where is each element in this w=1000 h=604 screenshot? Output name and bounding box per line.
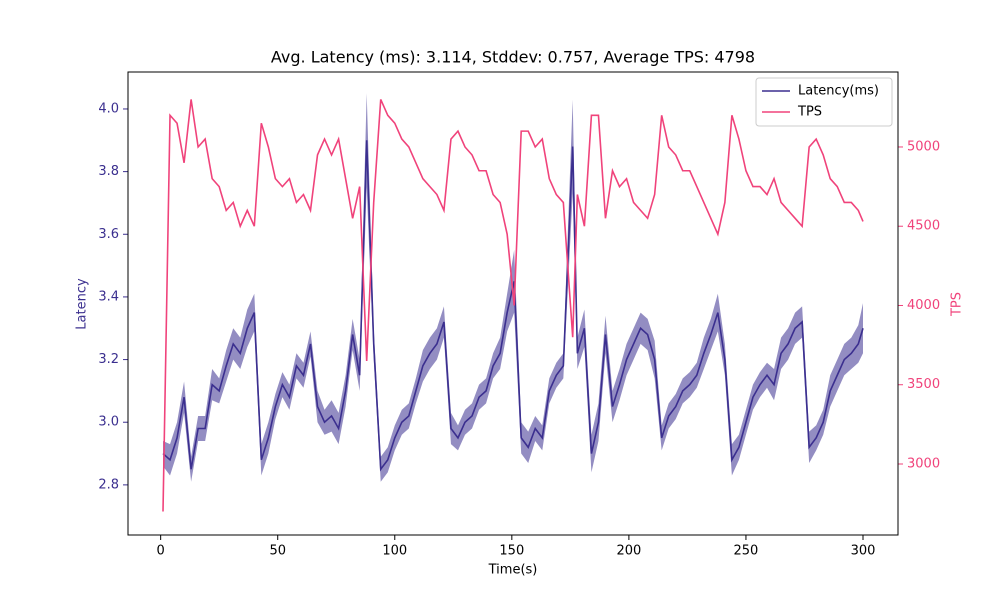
x-tick-label: 100 (382, 544, 407, 559)
x-tick-label: 50 (269, 544, 286, 559)
plot-frame (127, 71, 899, 536)
chart-title: Avg. Latency (ms): 3.114, Stddev: 0.757,… (271, 48, 755, 67)
y-tick-label: 3.6 (98, 227, 119, 242)
legend-label: TPS (797, 105, 822, 120)
legend-label: Latency(ms) (798, 84, 879, 99)
y2-tick-label: 4000 (907, 298, 940, 313)
x-tick-label: 250 (734, 544, 759, 559)
y2-axis-label: TPS (950, 292, 965, 317)
x-tick-label: 200 (616, 544, 641, 559)
x-tick-label: 300 (851, 544, 876, 559)
y2-tick-label: 5000 (907, 139, 940, 154)
y-tick-label: 3.8 (98, 164, 119, 179)
legend-box (755, 77, 893, 127)
y-tick-label: 3.4 (98, 289, 119, 304)
y2-tick-label: 3500 (907, 377, 940, 392)
x-tick-label: 0 (157, 544, 165, 559)
y-tick-label: 4.0 (98, 101, 119, 116)
y-tick-label: 3.0 (98, 415, 119, 430)
series-line (162, 99, 864, 512)
y2-tick-label: 3000 (907, 456, 940, 471)
y2-tick-label: 4500 (907, 219, 940, 234)
x-tick-label: 150 (499, 544, 524, 559)
series-line (162, 140, 864, 472)
y-tick-label: 2.8 (98, 477, 119, 492)
x-axis-label: Time(s) (488, 563, 538, 578)
y-tick-label: 3.2 (98, 352, 119, 367)
y-axis-label: Latency (75, 278, 90, 330)
